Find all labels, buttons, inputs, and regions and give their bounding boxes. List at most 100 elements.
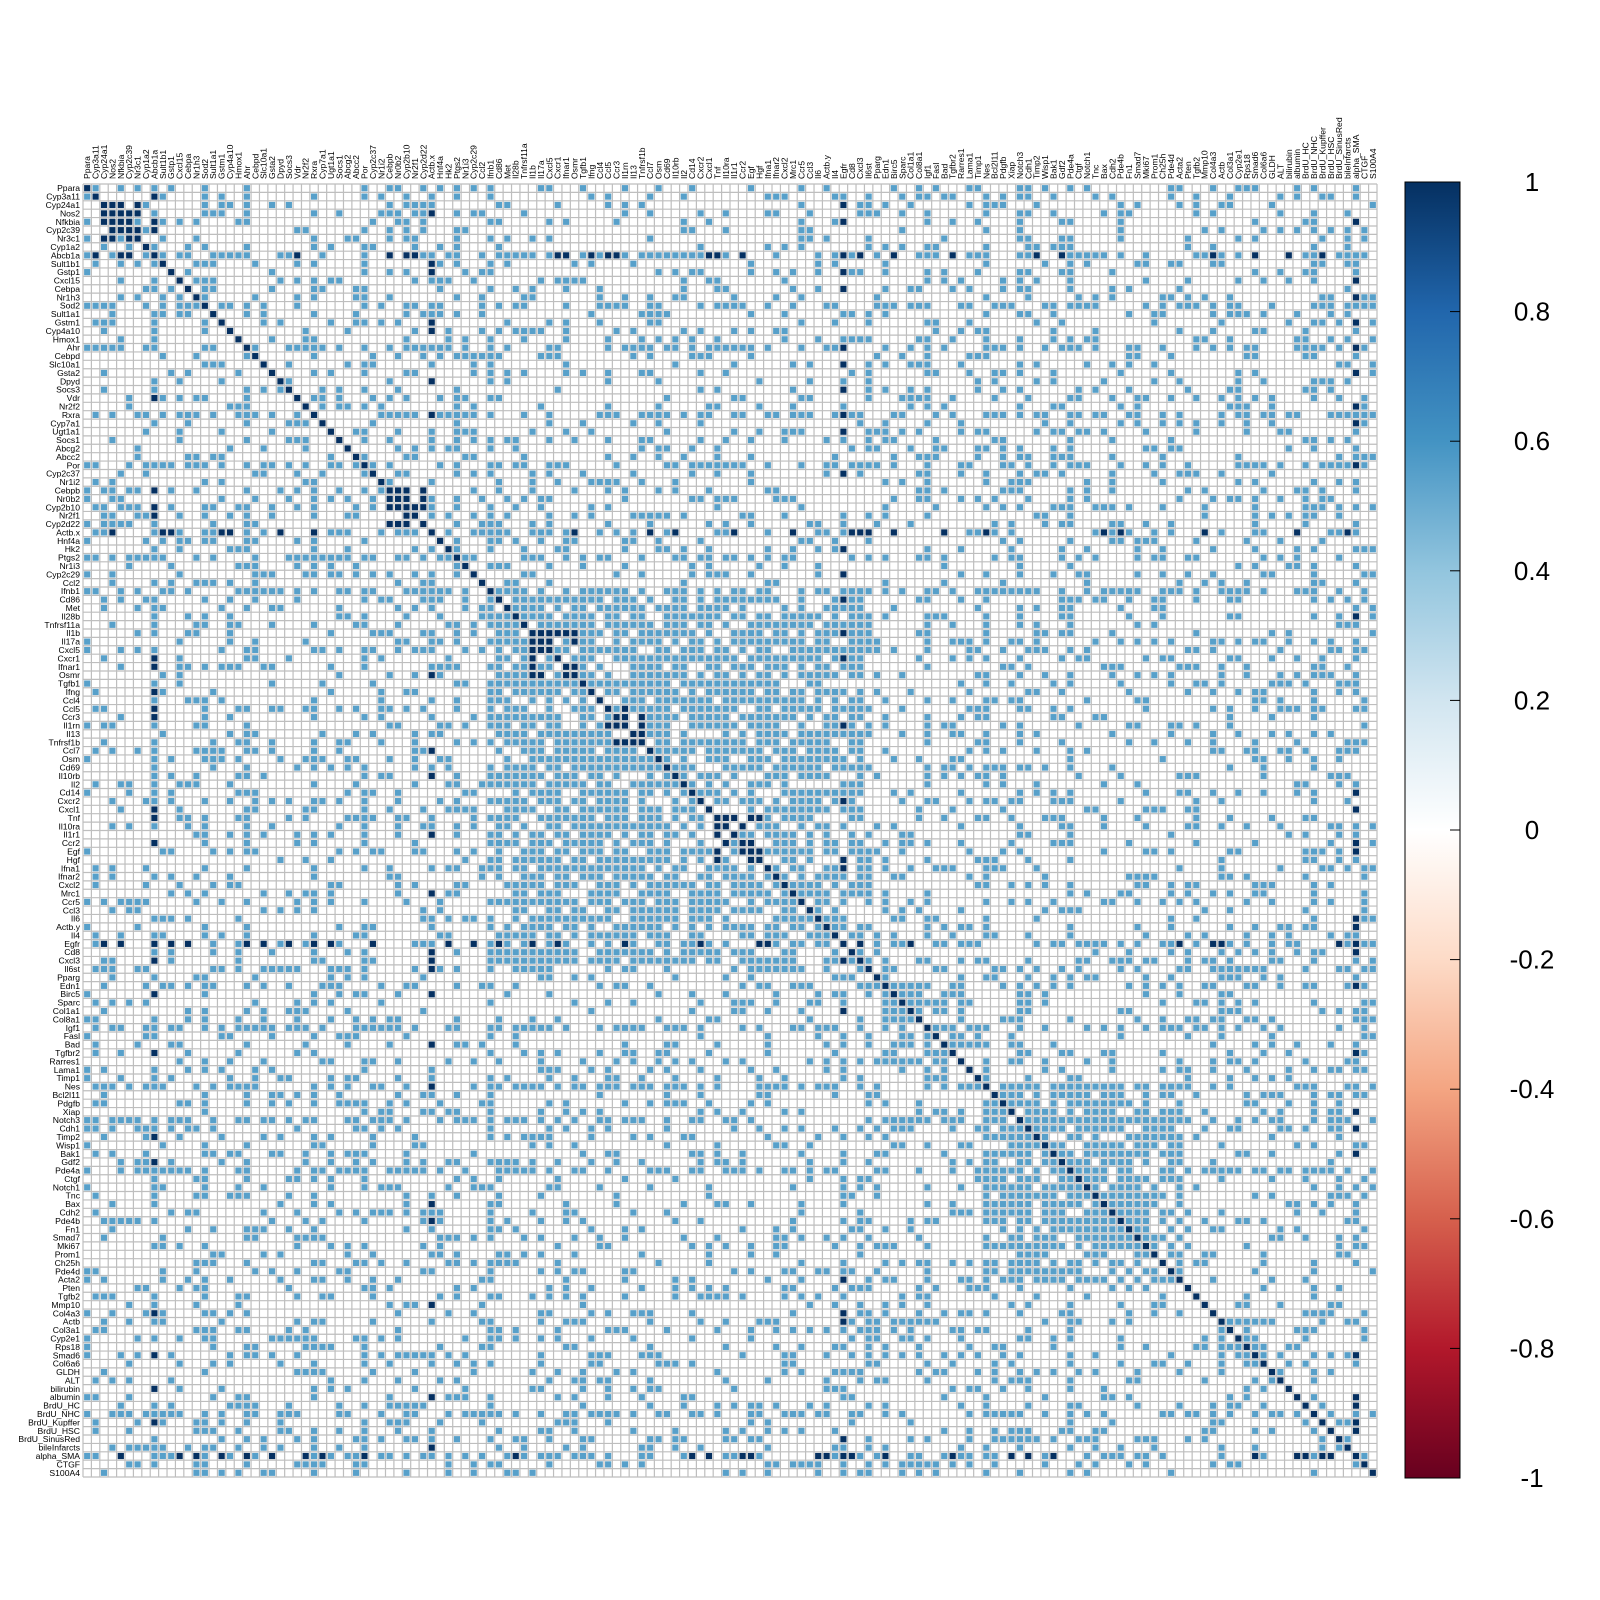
heatmap-cell [117, 714, 124, 721]
heatmap-cell [1310, 210, 1318, 217]
heatmap-cell [689, 470, 696, 477]
heatmap-cell [773, 739, 780, 746]
heatmap-cell [403, 495, 410, 502]
heatmap-cell [1025, 462, 1032, 469]
heatmap-cell [638, 823, 645, 830]
heatmap-cell [1235, 453, 1242, 460]
heatmap-cell [731, 873, 738, 880]
heatmap-cell [781, 907, 788, 914]
heatmap-cell [260, 772, 267, 780]
heatmap-cell [159, 193, 166, 200]
heatmap-cell [386, 235, 393, 242]
heatmap-cell [495, 831, 503, 838]
heatmap-cell [1067, 630, 1074, 637]
heatmap-cell [1176, 285, 1183, 293]
heatmap-cell [1336, 395, 1343, 402]
heatmap-cell [621, 856, 629, 863]
heatmap-cell [764, 638, 771, 645]
heatmap-cell [504, 764, 511, 771]
heatmap-cell [613, 722, 620, 729]
heatmap-cell [521, 680, 528, 687]
heatmap-cell [1067, 856, 1074, 863]
heatmap-cell [991, 436, 998, 444]
heatmap-cell [1016, 235, 1023, 242]
heatmap-cell [563, 285, 570, 293]
heatmap-cell [983, 344, 990, 351]
heatmap-cell [1361, 588, 1368, 595]
heatmap-cell [344, 613, 351, 620]
heatmap-cell [1277, 269, 1284, 276]
heatmap-cell [840, 520, 847, 528]
heatmap-cell [823, 302, 830, 309]
heatmap-cell [134, 201, 141, 209]
heatmap-cell [411, 210, 418, 217]
heatmap-cell [638, 630, 645, 637]
heatmap-cell [546, 697, 553, 704]
heatmap-cell [1302, 520, 1309, 528]
heatmap-cell [235, 403, 242, 410]
heatmap-cell [865, 361, 872, 368]
heatmap-cell [882, 722, 889, 729]
heatmap-cell [840, 798, 847, 805]
heatmap-cell [554, 353, 561, 360]
heatmap-cell [1075, 302, 1082, 309]
heatmap-cell [1327, 646, 1334, 654]
heatmap-cell [1067, 453, 1074, 460]
heatmap-cell [747, 856, 755, 863]
heatmap-cell [924, 218, 931, 225]
heatmap-cell [647, 848, 654, 855]
heatmap-cell [873, 252, 881, 259]
heatmap-cell [823, 932, 830, 939]
heatmap-cell [504, 756, 511, 763]
heatmap-cell [1336, 462, 1343, 469]
heatmap-cell [605, 621, 612, 628]
heatmap-cell [924, 277, 931, 284]
heatmap-cell [571, 487, 578, 494]
heatmap-cell [1310, 185, 1318, 192]
heatmap-cell [815, 252, 822, 259]
heatmap-cell [991, 495, 998, 502]
heatmap-cell [596, 285, 603, 293]
heatmap-cell [512, 814, 519, 822]
heatmap-cell [512, 663, 519, 670]
heatmap-cell [949, 336, 956, 343]
heatmap-cell [1361, 453, 1368, 460]
heatmap-cell [621, 932, 629, 939]
heatmap-cell [781, 814, 788, 822]
heatmap-cell [756, 814, 763, 822]
heatmap-cell [235, 411, 242, 418]
heatmap-cell [697, 873, 704, 880]
heatmap-cell [546, 840, 553, 847]
heatmap-cell [1310, 848, 1318, 855]
heatmap-cell [1201, 512, 1208, 519]
heatmap-cell [747, 185, 755, 192]
heatmap-cell [630, 663, 637, 670]
heatmap-cell [773, 638, 780, 645]
heatmap-cell [277, 378, 284, 385]
heatmap-cell [899, 411, 906, 418]
heatmap-cell [1302, 218, 1309, 225]
heatmap-cell [554, 772, 561, 780]
heatmap-cell [647, 302, 654, 309]
heatmap-cell [747, 470, 755, 477]
heatmap-cell [605, 672, 612, 679]
heatmap-cell [823, 831, 830, 838]
heatmap-cell [420, 218, 427, 225]
heatmap-cell [176, 218, 183, 225]
heatmap-cell [1361, 898, 1368, 905]
heatmap-cell [613, 646, 620, 654]
heatmap-cell [840, 873, 847, 880]
heatmap-cell [1050, 243, 1057, 251]
heatmap-cell [159, 294, 166, 301]
heatmap-cell [705, 411, 713, 418]
heatmap-cell [554, 680, 561, 687]
heatmap-cell [1369, 504, 1376, 511]
heatmap-cell [1159, 294, 1166, 301]
heatmap-cell [655, 453, 662, 460]
heatmap-cell [243, 764, 250, 771]
heatmap-cell [831, 193, 839, 200]
heatmap-cell [689, 344, 696, 351]
heatmap-cell [638, 840, 645, 847]
heatmap-cell [756, 756, 763, 763]
heatmap-cell [546, 353, 553, 360]
